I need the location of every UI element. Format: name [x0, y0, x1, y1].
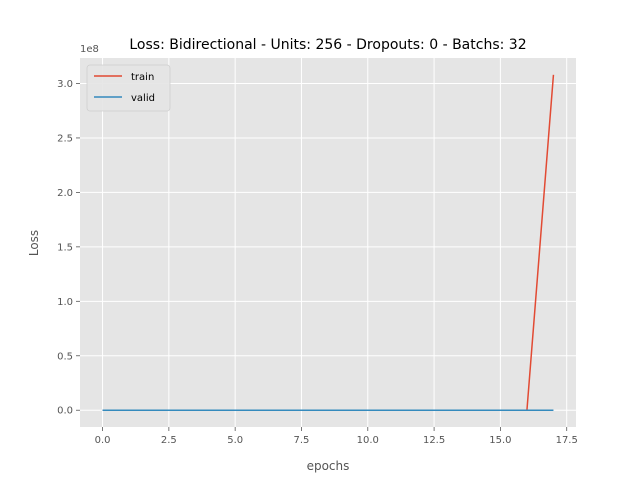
y-tick-label: 1.0 — [57, 297, 73, 308]
chart-title: Loss: Bidirectional - Units: 256 - Dropo… — [129, 37, 526, 53]
y-tick-label: 0.5 — [57, 351, 73, 362]
x-tick-label: 0.0 — [95, 435, 111, 446]
plot-area — [80, 58, 576, 427]
y-axis-label: Loss — [27, 230, 41, 256]
x-axis-label: epochs — [307, 459, 350, 473]
legend-label-train: train — [131, 72, 154, 83]
x-tick-label: 15.0 — [489, 435, 511, 446]
legend: train valid — [86, 64, 171, 112]
y-tick-label: 2.0 — [57, 188, 73, 199]
y-axis-ticks: 0.0 0.5 1.0 1.5 2.0 2.5 3.0 — [57, 79, 80, 417]
x-tick-label: 10.0 — [357, 435, 379, 446]
y-tick-label: 1.5 — [57, 242, 73, 253]
series-layer — [102, 74, 555, 411]
x-tick-label: 7.5 — [294, 435, 310, 446]
y-tick-label: 0.0 — [57, 406, 73, 417]
x-tick-label: 2.5 — [161, 435, 177, 446]
y-offset-label: 1e8 — [80, 44, 99, 55]
legend-box — [86, 64, 171, 112]
x-tick-label: 17.5 — [556, 435, 578, 446]
y-tick-label: 2.5 — [57, 133, 73, 144]
x-tick-label: 12.5 — [423, 435, 445, 446]
y-tick-label: 3.0 — [57, 79, 73, 90]
x-tick-label: 5.0 — [227, 435, 243, 446]
x-axis-ticks: 0.0 2.5 5.0 7.5 10.0 12.5 15.0 17.5 — [95, 427, 578, 446]
legend-label-valid: valid — [131, 93, 155, 104]
